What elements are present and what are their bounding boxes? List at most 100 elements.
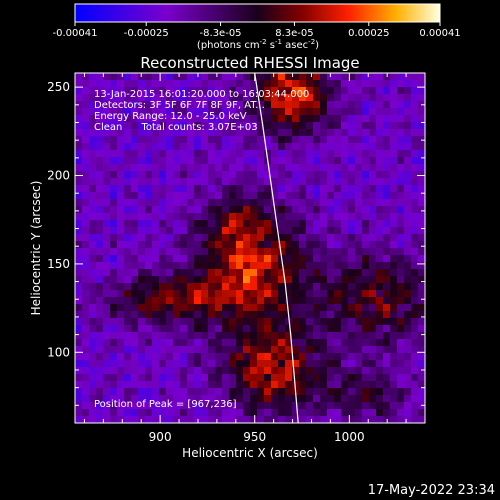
heatmap-cell bbox=[292, 262, 300, 270]
heatmap-cell bbox=[264, 255, 272, 263]
heatmap-cell bbox=[215, 178, 223, 186]
heatmap-cell bbox=[250, 416, 258, 424]
heatmap-cell bbox=[166, 80, 174, 88]
heatmap-cell bbox=[208, 178, 216, 186]
heatmap-cell bbox=[334, 339, 342, 347]
heatmap-cell bbox=[222, 94, 230, 102]
heatmap-cell bbox=[313, 101, 321, 109]
heatmap-cell bbox=[271, 290, 279, 298]
heatmap-cell bbox=[131, 213, 139, 221]
heatmap-cell bbox=[117, 101, 125, 109]
heatmap-cell bbox=[152, 206, 160, 214]
heatmap-cell bbox=[180, 304, 188, 312]
heatmap-cell bbox=[229, 206, 237, 214]
heatmap-cell bbox=[229, 416, 237, 424]
heatmap-cell bbox=[208, 283, 216, 291]
heatmap-cell bbox=[292, 241, 300, 249]
heatmap-cell bbox=[131, 318, 139, 326]
heatmap-cell bbox=[404, 395, 412, 403]
heatmap-cell bbox=[131, 80, 139, 88]
heatmap-cell bbox=[180, 157, 188, 165]
heatmap-cell bbox=[243, 227, 251, 235]
heatmap-cell bbox=[215, 171, 223, 179]
heatmap-cell bbox=[89, 304, 97, 312]
heatmap-cell bbox=[145, 213, 153, 221]
heatmap-cell bbox=[96, 360, 104, 368]
heatmap-cell bbox=[166, 241, 174, 249]
heatmap-cell bbox=[89, 262, 97, 270]
heatmap-cell bbox=[138, 94, 146, 102]
heatmap-cell bbox=[145, 94, 153, 102]
colorbar-tick-label: 0.00025 bbox=[348, 28, 389, 39]
heatmap-cell bbox=[299, 409, 307, 417]
heatmap-cell bbox=[383, 325, 391, 333]
heatmap-cell bbox=[215, 346, 223, 354]
heatmap-cell bbox=[299, 304, 307, 312]
heatmap-cell bbox=[278, 199, 286, 207]
heatmap-cell bbox=[215, 311, 223, 319]
heatmap-cell bbox=[264, 143, 272, 151]
heatmap-cell bbox=[229, 143, 237, 151]
heatmap-cell bbox=[131, 206, 139, 214]
heatmap-cell bbox=[138, 283, 146, 291]
heatmap-cell bbox=[390, 409, 398, 417]
heatmap-cell bbox=[208, 346, 216, 354]
heatmap-cell bbox=[271, 402, 279, 410]
heatmap-cell bbox=[96, 178, 104, 186]
heatmap-cell bbox=[124, 122, 132, 130]
heatmap-cell bbox=[299, 325, 307, 333]
heatmap-cell bbox=[278, 276, 286, 284]
heatmap-cell bbox=[96, 402, 104, 410]
heatmap-cell bbox=[404, 213, 412, 221]
heatmap-cell bbox=[103, 339, 111, 347]
heatmap-cell bbox=[208, 262, 216, 270]
heatmap-cell bbox=[124, 171, 132, 179]
heatmap-cell bbox=[341, 290, 349, 298]
heatmap-cell bbox=[180, 297, 188, 305]
heatmap-cell bbox=[418, 290, 426, 298]
heatmap-cell bbox=[201, 402, 209, 410]
heatmap-cell bbox=[96, 367, 104, 375]
heatmap-cell bbox=[362, 192, 370, 200]
heatmap-cell bbox=[236, 213, 244, 221]
heatmap-cell bbox=[257, 101, 265, 109]
heatmap-cell bbox=[376, 220, 384, 228]
heatmap-cell bbox=[313, 395, 321, 403]
heatmap-cell bbox=[194, 129, 202, 137]
heatmap-cell bbox=[75, 206, 83, 214]
heatmap-cell bbox=[327, 136, 335, 144]
heatmap-cell bbox=[222, 108, 230, 116]
heatmap-cell bbox=[208, 220, 216, 228]
heatmap-cell bbox=[138, 87, 146, 95]
heatmap-cell bbox=[159, 290, 167, 298]
heatmap-cell bbox=[362, 199, 370, 207]
heatmap-cell bbox=[341, 227, 349, 235]
heatmap-cell bbox=[75, 80, 83, 88]
heatmap-cell bbox=[152, 80, 160, 88]
heatmap-cell bbox=[355, 94, 363, 102]
heatmap-cell bbox=[243, 318, 251, 326]
heatmap-cell bbox=[159, 381, 167, 389]
heatmap-cell bbox=[180, 409, 188, 417]
heatmap-cell bbox=[327, 164, 335, 172]
heatmap-cell bbox=[292, 318, 300, 326]
heatmap-cell bbox=[110, 143, 118, 151]
heatmap-cell bbox=[152, 283, 160, 291]
heatmap-cell bbox=[320, 311, 328, 319]
heatmap-cell bbox=[264, 416, 272, 424]
heatmap-cell bbox=[348, 283, 356, 291]
heatmap-cell bbox=[376, 199, 384, 207]
y-tick-label: 200 bbox=[47, 169, 70, 183]
heatmap-cell bbox=[299, 199, 307, 207]
heatmap-cell bbox=[341, 395, 349, 403]
heatmap-cell bbox=[348, 255, 356, 263]
heatmap-cell bbox=[355, 304, 363, 312]
heatmap-cell bbox=[271, 150, 279, 158]
heatmap-cell bbox=[75, 318, 83, 326]
heatmap-cell bbox=[103, 269, 111, 277]
heatmap-cell bbox=[411, 213, 419, 221]
heatmap-cell bbox=[418, 80, 426, 88]
heatmap-cell bbox=[117, 185, 125, 193]
heatmap-cell bbox=[418, 381, 426, 389]
heatmap-cell bbox=[285, 360, 293, 368]
